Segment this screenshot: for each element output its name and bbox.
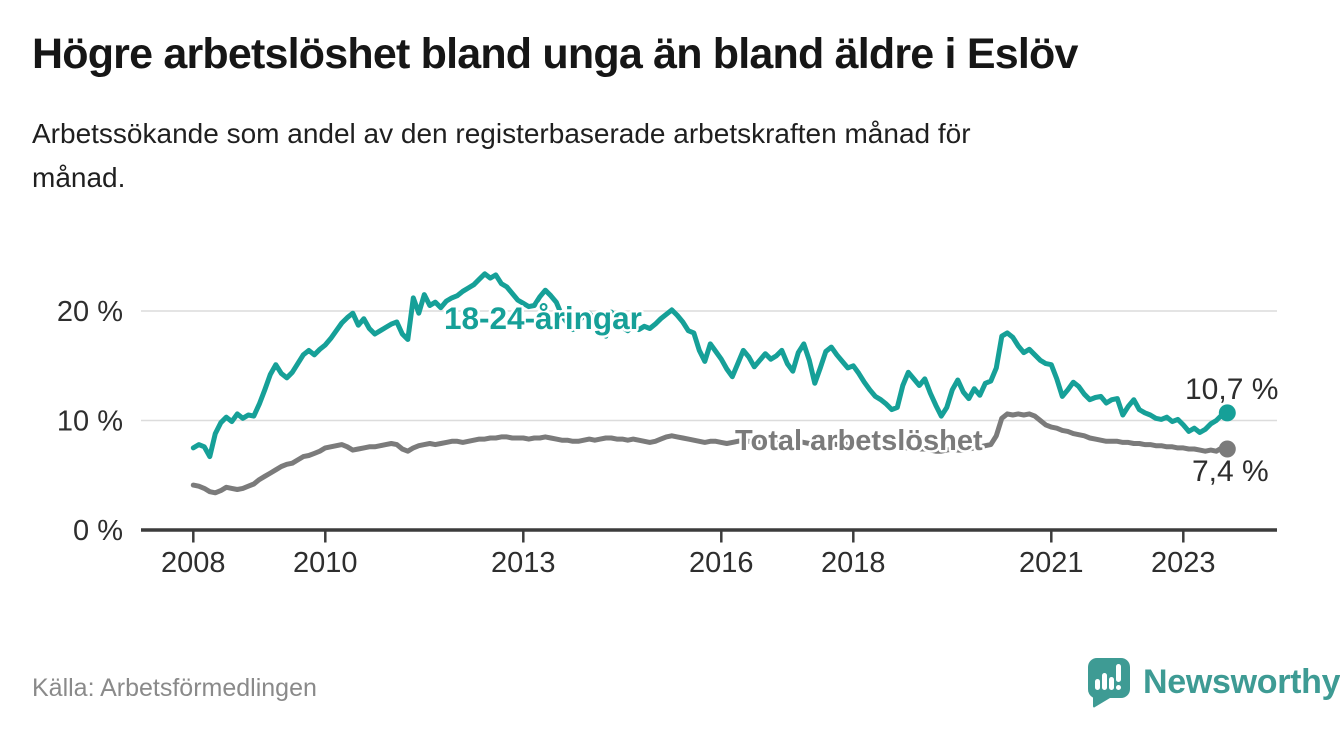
y-axis-label-10: 10 % — [57, 406, 123, 438]
x-axis-label-2008: 2008 — [161, 547, 226, 579]
x-axis-label-2023: 2023 — [1151, 547, 1216, 579]
chart-title: Högre arbetslöshet bland unga än bland ä… — [32, 30, 1078, 78]
bar-tall — [1102, 673, 1107, 690]
newsworthy-logo: Newsworthy — [1086, 656, 1340, 708]
x-axis-label-2010: 2010 — [293, 547, 358, 579]
speech-bubble-shape — [1087, 658, 1130, 708]
x-axis-label-2018: 2018 — [821, 547, 886, 579]
x-axis-label-2021: 2021 — [1019, 547, 1084, 579]
series-line-1 — [190, 271, 1230, 460]
y-axis-label-0: 0 % — [73, 515, 123, 547]
newsworthy-wordmark: Newsworthy — [1143, 662, 1340, 701]
series-end-dot-1 — [1218, 404, 1236, 422]
y-axis-label-20: 20 % — [57, 296, 123, 328]
x-axis-label-2016: 2016 — [689, 547, 754, 579]
series-end-dot-0 — [1218, 440, 1236, 458]
end-value-label-0: 7,4 % — [1192, 455, 1269, 488]
chart-subtitle-line2: månad. — [32, 162, 126, 193]
series-line-0 — [190, 411, 1230, 496]
series-label-0: Total arbetslöshet — [735, 425, 983, 457]
x-axis-label-2013: 2013 — [491, 547, 556, 579]
exclamation-dot — [1116, 685, 1121, 690]
series-label-1: 18-24-åringar — [444, 300, 642, 336]
chart-subtitle: Arbetssökande som andel av den registerb… — [32, 112, 971, 200]
source-note: Källa: Arbetsförmedlingen — [32, 674, 317, 702]
exclamation-bar — [1116, 664, 1121, 682]
end-value-label-1: 10,7 % — [1185, 373, 1278, 406]
newsworthy-logo-icon — [1087, 658, 1130, 708]
bar-medium — [1109, 677, 1114, 690]
bar-small — [1095, 679, 1100, 690]
chart-subtitle-line1: Arbetssökande som andel av den registerb… — [32, 118, 971, 149]
